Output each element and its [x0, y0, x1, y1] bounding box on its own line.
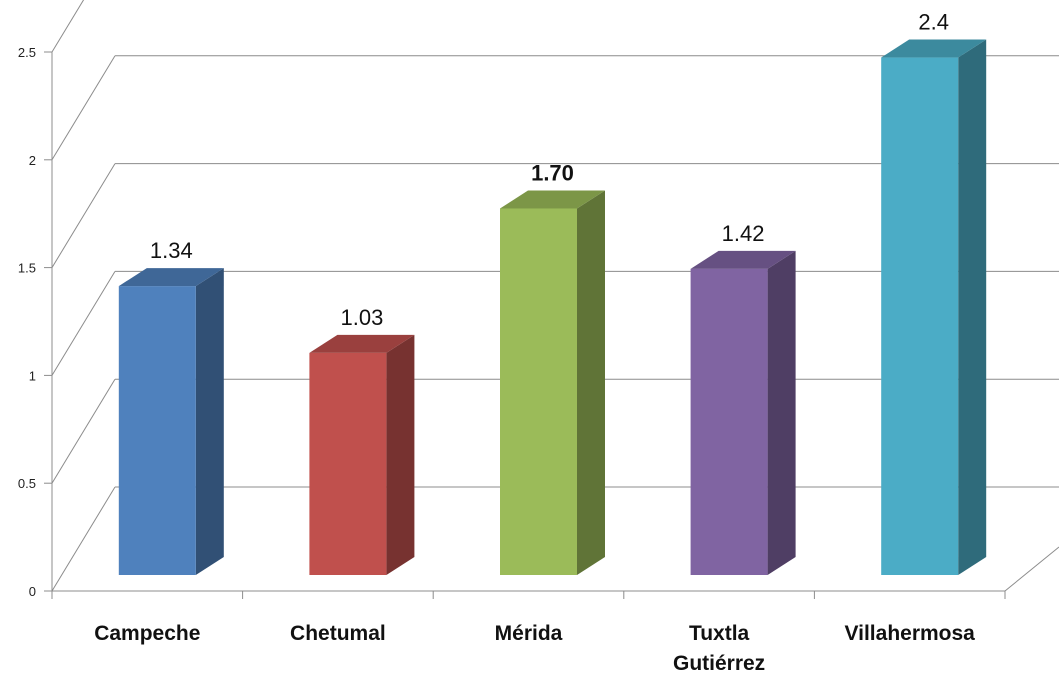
- y-tick-label: 2.5: [18, 45, 36, 60]
- bar: [500, 190, 605, 576]
- gridline-depth: [51, 378, 116, 484]
- bar-side-face: [195, 268, 224, 575]
- category-label: Tuxtla: [689, 622, 750, 645]
- gridline-depth: [51, 271, 116, 376]
- bar-top-face: [690, 250, 796, 269]
- category-label: Mérida: [495, 622, 563, 645]
- y-tick-label: 0.5: [18, 476, 36, 491]
- data-label: 1.03: [340, 305, 383, 330]
- y-tick-label: 1: [29, 368, 36, 383]
- bar-side-face: [958, 39, 987, 576]
- y-tick-label: 0: [29, 584, 36, 599]
- bar-side-face: [767, 250, 796, 575]
- bar-side-face: [386, 334, 415, 575]
- data-label: 2.4: [918, 10, 949, 35]
- category-label: Villahermosa: [845, 622, 976, 645]
- bar: [309, 334, 415, 575]
- category-label: Campeche: [94, 622, 200, 645]
- bar-front-face: [309, 352, 387, 575]
- axis-layer: 0 0.5 1 1.5 2 2.5: [18, 45, 1059, 599]
- data-label: 1.70: [531, 160, 574, 185]
- label-layer: 1.34 Campeche 1.03 Chetumal 1.70 Mérida 1.42 Tu…: [94, 10, 975, 675]
- bar-front-face: [881, 57, 959, 576]
- bar-side-face: [577, 190, 605, 576]
- bar: [881, 39, 987, 576]
- gridline-depth: [51, 486, 116, 592]
- bar-front-face: [118, 286, 196, 575]
- y-tick-label: 2: [29, 153, 36, 168]
- bar: [690, 250, 796, 575]
- bar-top-face: [309, 334, 415, 353]
- y-tick-label: 1.5: [18, 261, 36, 276]
- gridline-depth: [51, 55, 116, 161]
- floor-edge: [1004, 546, 1059, 592]
- gridline-depth: [51, 163, 116, 268]
- bar-top-face: [500, 190, 605, 209]
- bar-front-face: [690, 268, 768, 575]
- bar: [118, 268, 224, 575]
- category-label: Chetumal: [290, 622, 386, 645]
- bar-front-face: [500, 208, 577, 576]
- gridline-depth: [51, 0, 85, 53]
- bar-top-face: [881, 39, 987, 58]
- bar-layer: [118, 39, 987, 576]
- category-label: Gutiérrez: [673, 652, 765, 675]
- data-label: 1.34: [150, 238, 193, 263]
- bar-top-face: [118, 268, 224, 287]
- data-label: 1.42: [722, 221, 765, 246]
